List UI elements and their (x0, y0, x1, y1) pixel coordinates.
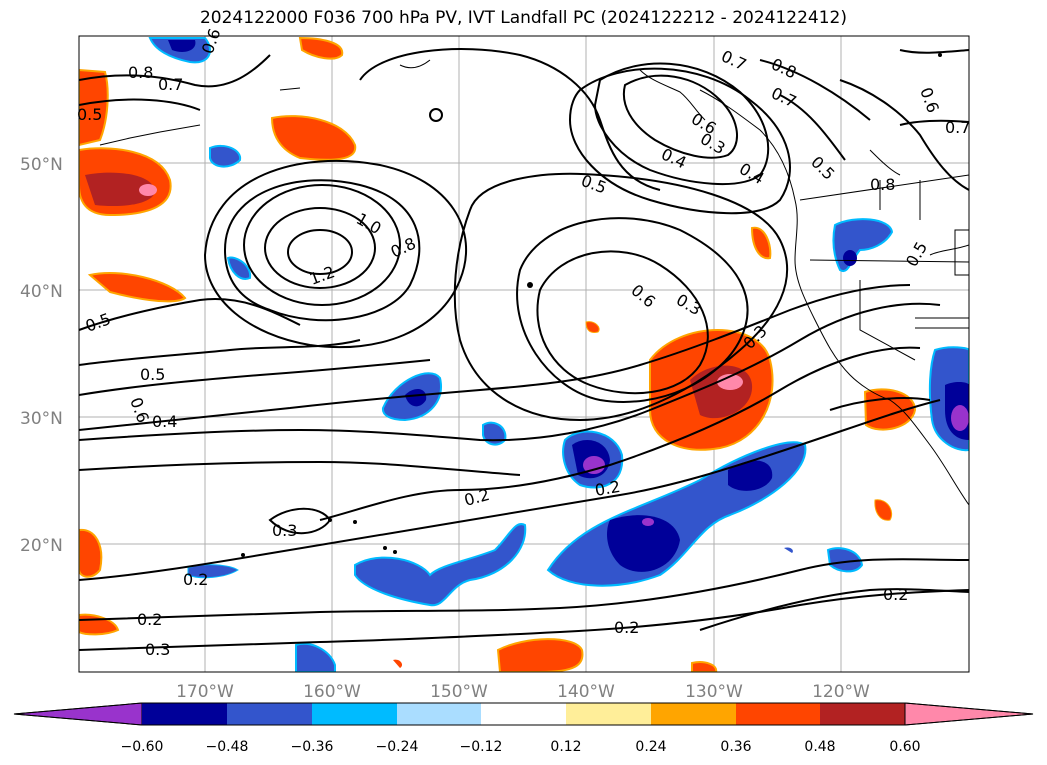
map-title: 2024122000 F036 700 hPa PV, IVT Landfall… (199, 8, 847, 28)
colorbar-segment (820, 703, 905, 725)
colorbar-segment (481, 703, 566, 725)
contour-label: 0.2 (593, 477, 621, 500)
lat-label-50n: 50°N (20, 155, 63, 175)
colorbar-tick-label: −0.48 (206, 739, 249, 755)
colorbar-tick-label: 0.12 (550, 739, 581, 755)
colorbar-tick-label: −0.60 (121, 739, 164, 755)
colorbar-segment (651, 703, 736, 725)
contour-label: 0.4 (152, 412, 177, 431)
contour-label: 0.2 (614, 618, 639, 637)
lon-label-130w: 130°W (685, 682, 743, 702)
colorbar-tick-label: −0.36 (291, 739, 334, 755)
colorbar-segment (312, 703, 397, 725)
colorbar (13, 702, 1034, 726)
colorbar-segment (142, 703, 227, 725)
colorbar-tick-label: 0.24 (635, 739, 666, 755)
colorbar-segment (227, 703, 312, 725)
positive-anomalies (79, 36, 917, 672)
map-frame (78, 35, 970, 673)
lat-label-20n: 20°N (20, 536, 63, 556)
lat-label-30n: 30°N (20, 409, 63, 429)
colorbar-tick-label: 0.48 (804, 739, 835, 755)
contour-label: 0.3 (272, 521, 297, 540)
colorbar-tick-label: −0.12 (460, 739, 503, 755)
contour-label: 0.5 (77, 105, 102, 124)
contour-label: 0.8 (128, 63, 153, 82)
lat-label-40n: 40°N (20, 282, 63, 302)
latitude-labels: 50°N 40°N 30°N 20°N (20, 155, 63, 556)
lon-label-170w: 170°W (176, 682, 234, 702)
colorbar-segment (397, 703, 481, 725)
contour-label: 0.7 (158, 75, 183, 94)
lon-label-160w: 160°W (303, 682, 361, 702)
colorbar-tick-labels: −0.60 −0.48 −0.36 −0.24 −0.12 0.12 0.24 0.36 0.4… (121, 739, 921, 755)
islands (241, 53, 942, 557)
contour-label: 0.8 (870, 175, 895, 194)
colorbar-tick-label: −0.24 (376, 739, 419, 755)
contour-label: 0.3 (145, 640, 170, 659)
colorbar-extend-low (13, 702, 143, 726)
contour-label: 0.2 (183, 570, 208, 589)
contour-label: 0.2 (137, 610, 162, 629)
colorbar-outline (13, 702, 1034, 726)
colorbar-extend-high (904, 702, 1034, 726)
negative-anomalies (148, 37, 969, 672)
contour-label: 0.5 (140, 365, 165, 384)
longitude-labels: 170°W 160°W 150°W 140°W 130°W 120°W (176, 682, 870, 702)
lon-label-150w: 150°W (430, 682, 488, 702)
coastlines (99, 59, 969, 506)
pv-contours (79, 48, 969, 651)
colorbar-tick-label: 0.36 (720, 739, 751, 755)
colorbar-segment (736, 703, 820, 725)
colorbar-tick-label: 0.60 (889, 739, 920, 755)
contour-label: 0.7 (945, 118, 970, 137)
contour-label: 0.2 (883, 585, 908, 604)
lon-label-120w: 120°W (812, 682, 870, 702)
colorbar-segment (566, 703, 651, 725)
lon-label-140w: 140°W (557, 682, 615, 702)
